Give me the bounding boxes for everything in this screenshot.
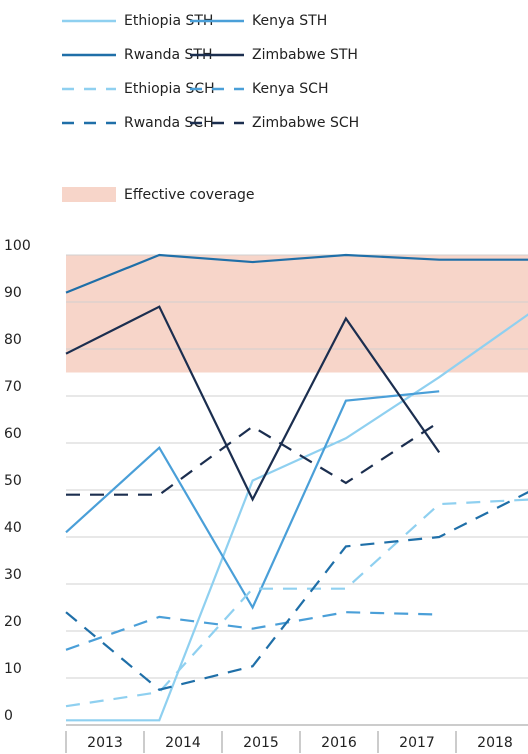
series-line [65, 498, 528, 708]
series-line [66, 420, 440, 496]
legend-label: Rwanda SCH [124, 115, 214, 131]
y-tick-label: 100 [4, 238, 31, 254]
x-tick-label: 2014 [165, 735, 201, 751]
series-line [66, 313, 528, 722]
y-tick-label: 90 [4, 285, 22, 301]
y-tick-label: 30 [4, 567, 22, 583]
y-tick-label: 70 [4, 379, 22, 395]
legend-label: Ethiopia STH [124, 13, 213, 29]
x-tick-label: 2013 [87, 735, 123, 751]
legend-swatch [62, 187, 116, 202]
y-tick-label: 10 [4, 661, 22, 677]
series-line [65, 491, 528, 691]
y-tick-label: 20 [4, 614, 22, 630]
coverage-band [66, 255, 528, 373]
legend-label: Kenya STH [252, 13, 327, 29]
y-tick-label: 60 [4, 426, 22, 442]
series-line [65, 611, 440, 651]
legend-label: Zimbabwe SCH [252, 115, 359, 131]
legend-label: Zimbabwe STH [252, 47, 358, 63]
y-tick-label: 40 [4, 520, 22, 536]
legend-label: Ethiopia SCH [124, 81, 215, 97]
x-tick-label: 2017 [399, 735, 435, 751]
legend-label: Kenya SCH [252, 81, 328, 97]
x-tick-label: 2015 [243, 735, 279, 751]
x-tick-label: 2016 [321, 735, 357, 751]
legend-label: Rwanda STH [124, 47, 213, 63]
series-line [65, 390, 440, 610]
series-line [65, 305, 441, 502]
y-tick-label: 50 [4, 473, 22, 489]
series-line [65, 253, 528, 294]
x-tick-label: 2018 [477, 735, 513, 751]
legend-label: Effective coverage [124, 187, 255, 203]
y-tick-label: 80 [4, 332, 22, 348]
y-tick-label: 0 [4, 708, 13, 724]
